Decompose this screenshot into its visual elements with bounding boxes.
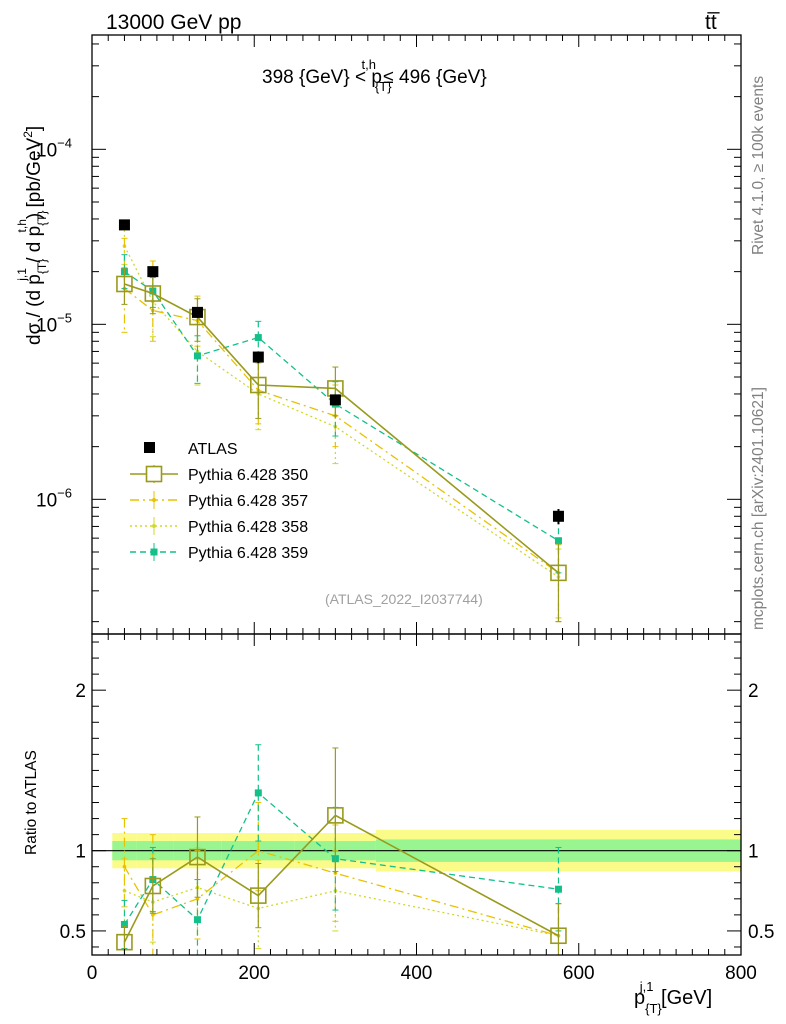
rivet-version-label: Rivet 4.1.0, ≥ 100k events (750, 76, 767, 255)
ratio-y-tick-label-right: 0.5 (748, 922, 774, 943)
main-atlas-point (147, 266, 159, 278)
mcplots-label: mcplots.cern.ch [arXiv:2401.10621] (750, 387, 767, 630)
x-tick-label: 800 (725, 963, 757, 984)
ratio-pythia-6-428-357-point (256, 848, 261, 853)
main-plot-area (116, 219, 567, 623)
ratio-pythia-6-428-357-point (122, 864, 127, 869)
main-pythia-6-428-350-point (250, 376, 267, 394)
ylabel-a-sup: j,1 (15, 268, 29, 282)
ylabel-b: / d p (24, 226, 45, 268)
legend-marker-atlas (144, 442, 155, 453)
y-tick-exponent: −6 (57, 485, 72, 500)
main-atlas-point (252, 351, 264, 363)
x-tick-label: 200 (238, 963, 270, 984)
y-tick-label: 10−4 (36, 135, 72, 161)
ratio-pythia-6-428-357-point (151, 913, 155, 917)
ratio-pythia-6-428-359-point (120, 921, 128, 929)
main-y-axis-label: dσ / (d p{T}j,1 / d p{T}t,h) [pb/GeV2] (15, 126, 49, 345)
main-title: 398 {GeV} < p{T} t,h ≤ 496 {GeV} (262, 57, 487, 94)
main-atlas-point (191, 306, 203, 318)
main-title-post: ≤ 496 {GeV} (378, 67, 487, 88)
xlabel-sup: j,1 (639, 979, 654, 994)
ylabel-a-sub: {T} (35, 259, 49, 274)
main-pythia-6-428-359-point (554, 537, 562, 545)
ratio-frame (91, 633, 742, 956)
y-tick-exponent: −5 (57, 310, 72, 325)
x-tick-label: 400 (401, 963, 433, 984)
legend-marker (145, 465, 163, 483)
ratio-y-tick-label: 2 (75, 681, 86, 702)
header-process-label: tt̅ (705, 11, 721, 34)
main-pythia-6-428-350-point (144, 285, 162, 302)
header-beam-label: 13000 GeV pp (106, 11, 241, 34)
legend-marker (150, 548, 158, 556)
ylabel-c: ) [pb/GeV (24, 137, 45, 219)
ratio-pythia-6-428-358-point (122, 889, 127, 893)
x-tick-label: 600 (563, 963, 595, 984)
legend-label: Pythia 6.428 358 (188, 519, 308, 536)
ylabel-b-sub: {T} (35, 210, 49, 225)
ylabel-a: dσ / (d p (24, 274, 45, 345)
legend-label: ATLAS (188, 441, 238, 458)
xlabel-pre: p (634, 987, 645, 1009)
ratio-pythia-6-428-357-point (195, 897, 200, 901)
ratio-pythia-6-428-350-point (550, 927, 567, 945)
legend-label: Pythia 6.428 359 (188, 545, 308, 562)
ylabel-c-sup: 2 (21, 131, 35, 138)
main-title-sub: {T} (375, 79, 392, 94)
ylabel-b-sup: t,h (15, 219, 29, 232)
ratio-pythia-6-428-350-point (250, 887, 267, 904)
x-axis-label: p{T} j,1 [GeV] (634, 979, 712, 1016)
main-title-sup: t,h (362, 57, 376, 72)
ratio-pythia-6-428-357-line (123, 849, 559, 937)
ratio-y-tick-label: 1 (75, 842, 86, 863)
ratio-pythia-6-428-350-line (123, 814, 559, 943)
ratio-y-tick-label-right: 1 (748, 842, 759, 863)
main-atlas-point (118, 219, 130, 231)
legend: ATLAS Pythia 6.428 350 Pythia 6.428 357 Pyt… (130, 441, 308, 562)
main-pythia-6-428-359-line (124, 271, 559, 542)
main-pythia-6-428-350-point (550, 564, 567, 582)
legend-label: Pythia 6.428 350 (188, 467, 308, 484)
ratio-y-tick-label-right: 2 (748, 681, 759, 702)
ratio-pythia-6-428-350-point (189, 848, 206, 866)
ratio-pythia-6-428-359-point (554, 885, 562, 893)
main-atlas-point (552, 510, 564, 522)
analysis-annotation: (ATLAS_2022_I2037744) (325, 591, 483, 607)
main-pythia-6-428-359-point (254, 334, 262, 342)
main-atlas-point (329, 394, 341, 406)
ratio-plot-area (92, 744, 741, 955)
legend-label: Pythia 6.428 357 (188, 493, 308, 510)
y-tick-exponent: −4 (57, 135, 72, 150)
xlabel-post: [GeV] (655, 987, 712, 1009)
main-pythia-6-428-350-line (124, 283, 559, 574)
main-title-pre: 398 {GeV} < p (262, 67, 382, 88)
main-pythia-6-428-350-point (116, 275, 133, 293)
ratio-pythia-6-428-359-line (123, 791, 559, 925)
ratio-pythia-6-428-358-line (124, 886, 559, 937)
ratio-pythia-6-428-359-point (193, 916, 201, 924)
y-tick-label: 10−6 (36, 485, 72, 511)
xlabel-sub: {T} (645, 1001, 662, 1016)
legend-marker (152, 498, 156, 502)
ratio-pythia-6-428-350-point (327, 807, 344, 824)
ratio-y-axis-label: Ratio to ATLAS (23, 750, 40, 855)
main-pythia-6-428-357-line (124, 288, 559, 574)
x-tick-label: 0 (87, 963, 98, 984)
legend-marker (152, 524, 156, 528)
main-pythia-6-428-359-point (193, 352, 201, 360)
ratio-pythia-6-428-350-point (144, 877, 162, 895)
ratio-pythia-6-428-359-point (254, 789, 262, 797)
ratio-y-tick-label: 0.5 (60, 922, 86, 943)
ylabel-d: ] (24, 126, 45, 131)
